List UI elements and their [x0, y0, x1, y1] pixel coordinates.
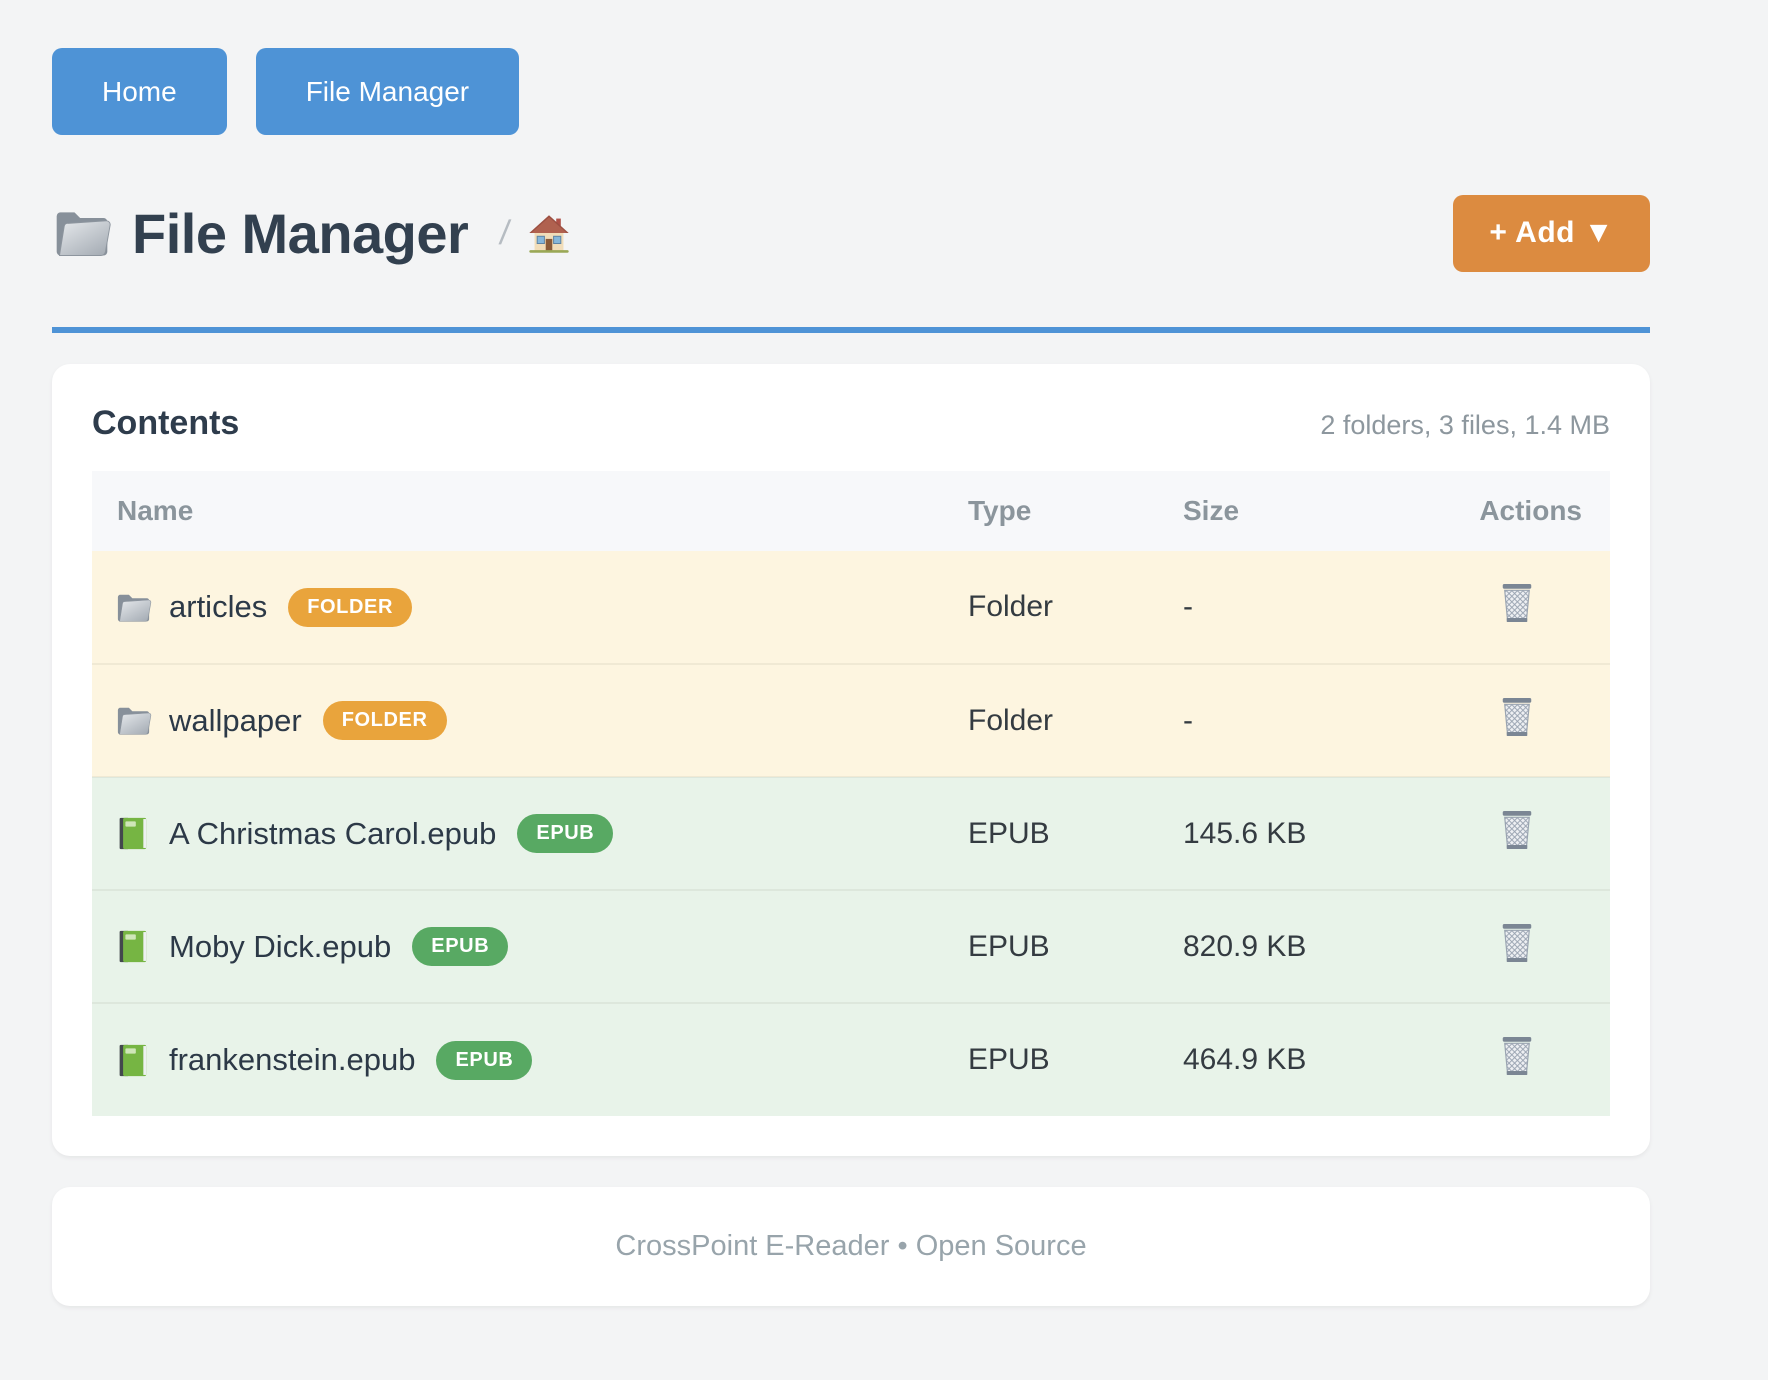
folder-icon: [117, 594, 152, 622]
footer-text: CrossPoint E-Reader • Open Source: [615, 1230, 1087, 1262]
contents-table-body: articles FOLDER Folder -: [92, 551, 1610, 1116]
delete-button[interactable]: [1498, 582, 1536, 624]
file-name-cell: articles FOLDER: [92, 587, 968, 627]
trash-icon: [1502, 697, 1532, 736]
contents-summary: 2 folders, 3 files, 1.4 MB: [1320, 410, 1610, 440]
actions-cell: [1467, 1003, 1610, 1116]
trash-icon: [1502, 584, 1532, 622]
table-row: frankenstein.epub EPUB EPUB 464.9 KB: [92, 1003, 1610, 1116]
actions-cell: [1467, 777, 1610, 890]
size-cell: -: [1183, 703, 1193, 737]
book-icon: [119, 1044, 147, 1076]
contents-card-header: Contents 2 folders, 3 files, 1.4 MB: [92, 404, 1610, 443]
delete-button[interactable]: [1498, 922, 1536, 964]
breadcrumb-separator: /: [497, 213, 513, 252]
type-cell: EPUB: [968, 816, 1050, 850]
file-type-badge: FOLDER: [288, 587, 413, 627]
size-cell: 820.9 KB: [1183, 929, 1307, 963]
column-header-size: Size: [1183, 471, 1467, 551]
column-header-name: Name: [92, 471, 968, 551]
trash-icon: [1502, 923, 1532, 962]
type-cell: EPUB: [968, 1043, 1050, 1076]
type-cell: EPUB: [968, 929, 1050, 963]
house-icon[interactable]: [528, 212, 570, 254]
home-button[interactable]: Home: [52, 48, 227, 135]
file-type-badge: EPUB: [436, 1040, 533, 1080]
size-cell: 464.9 KB: [1183, 1043, 1307, 1076]
file-name-cell: A Christmas Carol.epub EPUB: [92, 814, 968, 853]
file-name-cell: wallpaper FOLDER: [92, 701, 968, 740]
file-name: articles: [169, 589, 268, 624]
trash-icon: [1502, 810, 1532, 849]
type-cell: Folder: [968, 590, 1054, 623]
table-row: wallpaper FOLDER Folder -: [92, 664, 1610, 777]
folder-icon: [56, 212, 111, 256]
contents-card: Contents 2 folders, 3 files, 1.4 MB Name…: [52, 364, 1650, 1156]
trash-icon: [1502, 1037, 1532, 1075]
page-title: File Manager: [132, 201, 469, 265]
book-icon: [119, 930, 147, 963]
actions-cell: [1467, 890, 1610, 1003]
book-icon: [119, 817, 147, 850]
file-manager-button[interactable]: File Manager: [255, 48, 520, 135]
size-cell: 145.6 KB: [1183, 816, 1307, 850]
table-row: A Christmas Carol.epub EPUB EPUB 145.6 K…: [92, 777, 1610, 890]
add-button[interactable]: + Add ▼: [1453, 194, 1650, 272]
file-name-cell: frankenstein.epub EPUB: [92, 1040, 968, 1080]
file-name-cell: Moby Dick.epub EPUB: [92, 927, 968, 966]
page-header: File Manager / + Add ▼: [52, 187, 1650, 279]
actions-cell: [1467, 664, 1610, 777]
column-header-type: Type: [968, 471, 1183, 551]
file-name: Moby Dick.epub: [169, 928, 392, 964]
file-type-badge: FOLDER: [322, 701, 447, 740]
file-type-badge: EPUB: [517, 814, 614, 853]
table-row: articles FOLDER Folder -: [92, 551, 1610, 664]
breadcrumb: /: [497, 212, 570, 254]
file-name: frankenstein.epub: [169, 1042, 416, 1077]
delete-button[interactable]: [1498, 1035, 1536, 1077]
nav-bar: Home File Manager: [52, 48, 1650, 135]
delete-button[interactable]: [1498, 696, 1536, 738]
file-name: wallpaper: [169, 702, 302, 738]
table-row: Moby Dick.epub EPUB EPUB 820.9 KB: [92, 890, 1610, 1003]
accent-rule: [52, 327, 1650, 333]
footer-card: CrossPoint E-Reader • Open Source: [52, 1187, 1650, 1306]
title-group: File Manager /: [52, 201, 570, 266]
actions-cell: [1467, 551, 1610, 664]
file-type-badge: EPUB: [412, 927, 509, 966]
contents-table: Name Type Size Actions ar: [92, 471, 1610, 1116]
contents-table-head: Name Type Size Actions: [92, 471, 1610, 551]
column-header-actions: Actions: [1467, 471, 1610, 551]
contents-title: Contents: [92, 404, 240, 442]
folder-icon: [117, 707, 152, 735]
file-name: A Christmas Carol.epub: [169, 815, 497, 851]
delete-button[interactable]: [1498, 809, 1536, 851]
type-cell: Folder: [968, 703, 1054, 737]
page-container: Home File Manager File Manager /: [52, 0, 1650, 1306]
size-cell: -: [1183, 590, 1193, 623]
